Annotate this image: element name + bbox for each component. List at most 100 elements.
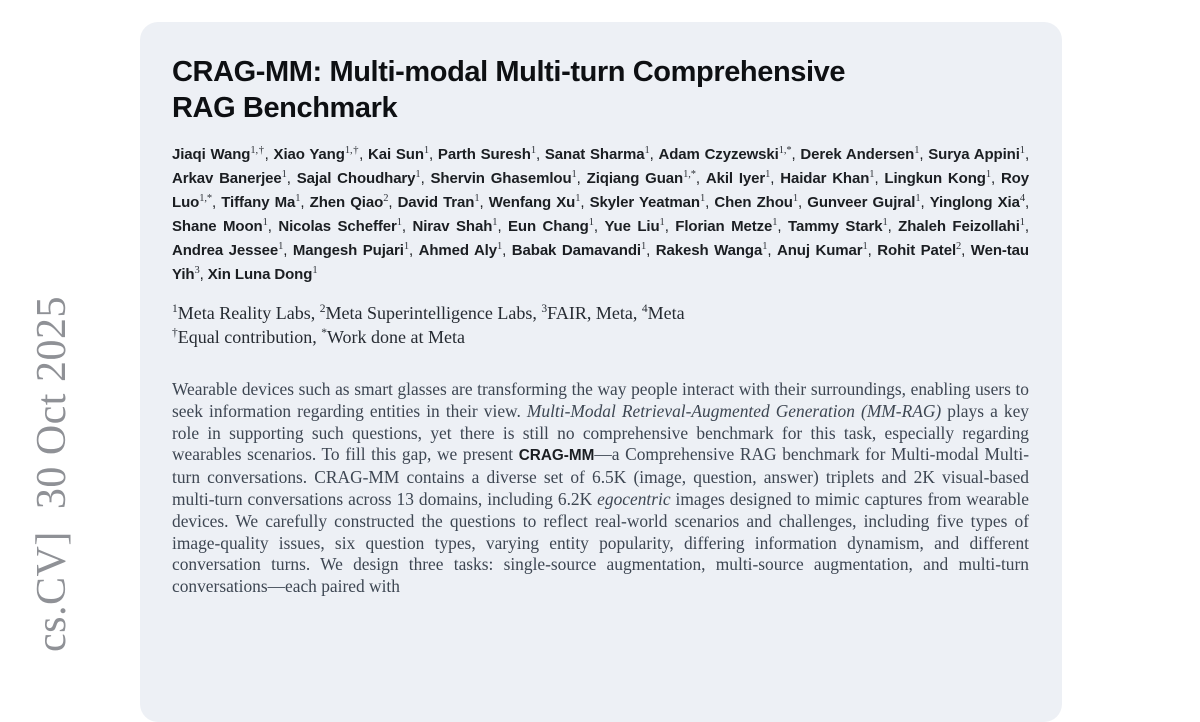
affiliation-text: Meta	[647, 303, 685, 323]
author-separator: ,	[798, 194, 808, 211]
author-separator: ,	[479, 194, 489, 211]
affiliation-superscript: 1	[172, 303, 178, 315]
author-superscript: 4	[1019, 193, 1026, 204]
author-separator: ,	[664, 218, 676, 235]
author-separator: ,	[961, 242, 971, 259]
author-separator: ,	[401, 218, 413, 235]
author-name: Eun Chang	[508, 218, 589, 235]
author-separator: ,	[502, 242, 512, 259]
author-separator: ,	[695, 170, 706, 187]
author-separator: ,	[264, 146, 274, 163]
author-separator: ,	[283, 242, 293, 259]
affiliations: 1Meta Reality Labs, 2Meta Superintellige…	[172, 301, 1029, 325]
author-separator: ,	[777, 218, 788, 235]
author-separator: ,	[199, 266, 208, 283]
note-superscript: *	[321, 327, 327, 339]
author-separator: ,	[497, 218, 509, 235]
author-list: Jiaqi Wang1,†, Xiao Yang1,†, Kai Sun1, P…	[172, 143, 1029, 287]
author-name: Tiffany Ma	[221, 194, 296, 211]
author-name: Sajal Choudhary	[296, 170, 416, 187]
author-name: Zhen Qiao	[309, 194, 384, 211]
affiliation-text: Meta Superintelligence Labs,	[325, 303, 542, 323]
author-superscript: 1	[588, 217, 594, 228]
author-superscript: 1	[492, 217, 498, 228]
author-separator: ,	[420, 170, 431, 187]
affiliation-superscript: 2	[319, 303, 326, 315]
author-superscript: 1	[474, 193, 480, 204]
author-superscript: 1	[312, 265, 318, 276]
author-separator: ,	[300, 194, 310, 211]
author-name: Florian Metze	[675, 218, 773, 235]
author-name: Gunveer Gujral	[807, 194, 916, 211]
abstract-segment: —a Comprehensive RAG benchmark for Multi…	[172, 444, 1029, 509]
author-separator: ,	[770, 170, 781, 187]
author-separator: ,	[212, 194, 222, 211]
author-name: Parth Suresh	[437, 146, 531, 163]
author-superscript: 1	[792, 193, 799, 204]
author-separator: ,	[1025, 194, 1030, 211]
author-name: Xin Luna Dong	[207, 266, 313, 283]
author-superscript: 1	[915, 193, 921, 204]
author-name: Andrea Jessee	[172, 242, 279, 259]
author-superscript: 1	[641, 241, 647, 252]
author-superscript: 1	[765, 169, 771, 180]
author-superscript: 1,†	[250, 145, 265, 156]
author-name: Chen Zhou	[714, 194, 793, 211]
author-superscript: 1	[295, 193, 301, 204]
paper-title-line-1: CRAG-MM: Multi-modal Multi-turn Comprehe…	[172, 56, 846, 88]
affiliation-superscript: 3	[541, 303, 548, 315]
author-name: Zhaleh Feizollahi	[898, 218, 1020, 235]
author-separator: ,	[767, 242, 777, 259]
author-superscript: 1	[497, 241, 503, 252]
author-name: Wen-tau Yih	[172, 242, 1029, 283]
author-superscript: 1,*	[778, 145, 792, 156]
author-separator: ,	[576, 170, 587, 187]
author-name: Rakesh Wanga	[655, 242, 763, 259]
author-name: Roy Luo	[172, 170, 1029, 211]
author-name: David Tran	[397, 194, 475, 211]
author-name: Ziqiang Guan	[586, 170, 684, 187]
author-separator: ,	[1024, 146, 1030, 163]
author-superscript: 1	[396, 217, 402, 228]
author-separator: ,	[593, 218, 605, 235]
abstract-segment: plays a key role in supporting such ques…	[172, 400, 1029, 465]
author-separator: ,	[429, 146, 438, 163]
author-name: Shane Moon	[172, 218, 263, 235]
author-name: Yinglong Xia	[929, 194, 1020, 211]
author-name: Anuj Kumar	[777, 242, 863, 259]
author-superscript: 2	[383, 193, 389, 204]
author-superscript: 1	[281, 169, 287, 180]
paper-card: CRAG-MM: Multi-modal Multi-turn Comprehe…	[140, 22, 1062, 722]
author-name: Sanat Sharma	[544, 146, 645, 163]
author-separator: ,	[267, 218, 279, 235]
author-superscript: 1	[262, 217, 268, 228]
author-name: Nicolas Scheffer	[278, 218, 397, 235]
author-separator: ,	[646, 242, 656, 259]
author-name: Derek Andersen	[800, 146, 915, 163]
author-name: Babak Damavandi	[511, 242, 641, 259]
author-superscript: 1	[415, 169, 421, 180]
author-name: Skyler Yeatman	[589, 194, 700, 211]
author-superscript: 2	[956, 241, 962, 252]
author-superscript: 1	[1019, 145, 1025, 156]
author-separator: ,	[649, 146, 659, 163]
author-name: Mangesh Pujari	[292, 242, 404, 259]
author-name: Kai Sun	[368, 146, 424, 163]
note-text: Equal contribution,	[177, 327, 322, 347]
author-superscript: 1,*	[683, 169, 696, 180]
author-name: Haidar Khan	[780, 170, 870, 187]
author-superscript: 1	[869, 169, 875, 180]
author-superscript: 1	[772, 217, 778, 228]
author-separator: ,	[286, 170, 297, 187]
author-separator: ,	[705, 194, 715, 211]
contribution-note: †Equal contribution, *Work done at Meta	[172, 325, 1029, 349]
author-name: Arkav Banerjee	[172, 170, 282, 187]
author-name: Yue Liu	[604, 218, 660, 235]
author-name: Shervin Ghasemlou	[430, 170, 572, 187]
paper-title-line-2: RAG Benchmark	[172, 92, 398, 124]
abstract-segment: images designed to mimic captures from w…	[172, 488, 1029, 597]
author-separator: ,	[535, 146, 545, 163]
author-superscript: 1	[985, 169, 991, 180]
author-name: Jiaqi Wang	[172, 146, 251, 163]
author-separator: ,	[874, 170, 885, 187]
